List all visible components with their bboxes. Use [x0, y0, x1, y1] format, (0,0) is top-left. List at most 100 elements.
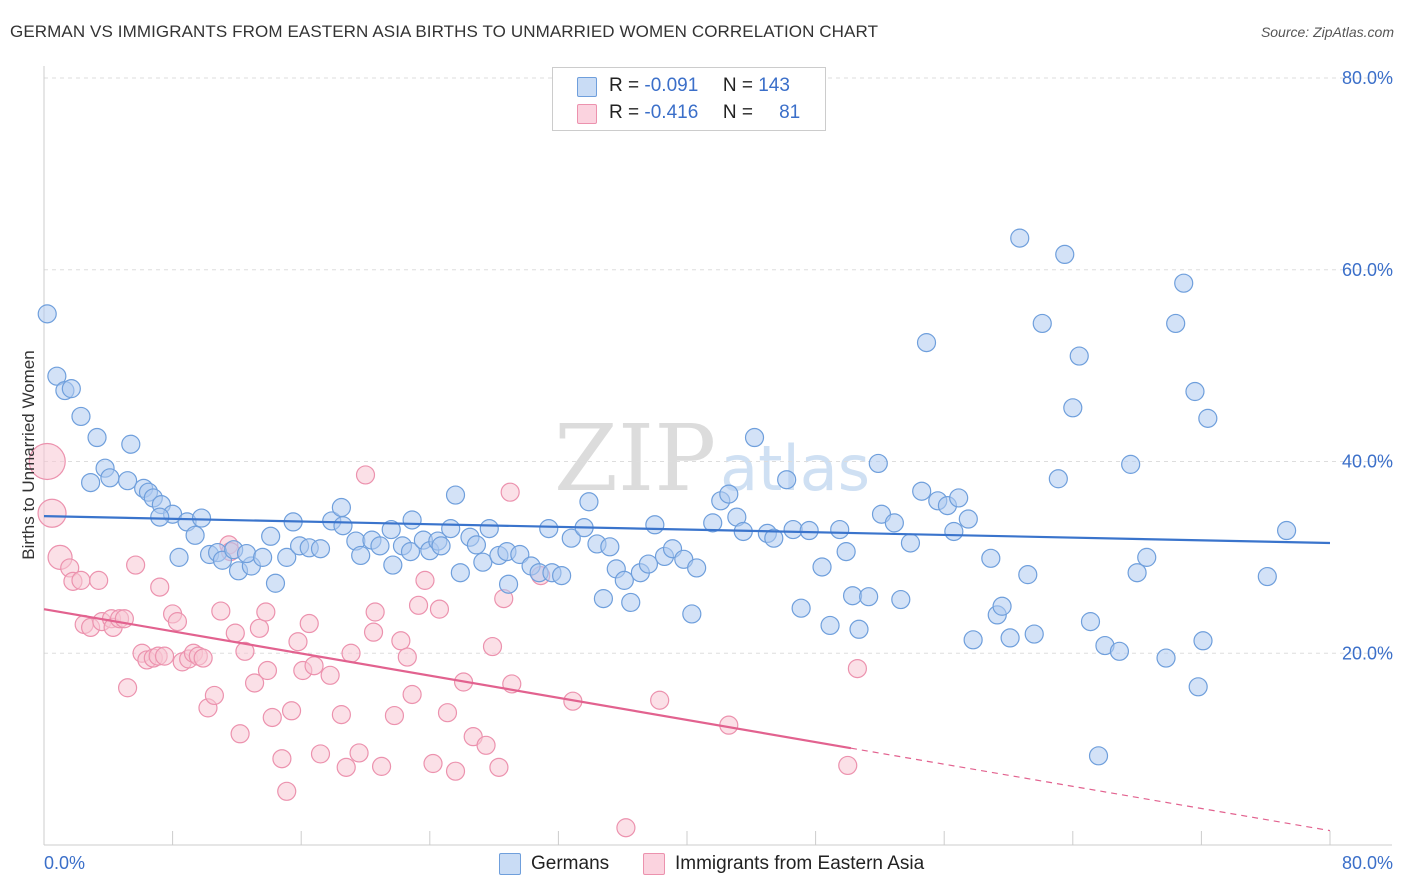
y-tick-label: 20.0% [1342, 643, 1393, 663]
germans-point [638, 554, 659, 574]
germans-point [916, 333, 937, 353]
germans-point [1000, 628, 1020, 648]
immigrants-point [650, 690, 670, 710]
germans-point [593, 589, 614, 609]
germans-point [100, 468, 120, 488]
immigrants-point [355, 465, 376, 485]
immigrants-n-value: 81 [779, 102, 801, 123]
immigrants-point [304, 656, 324, 676]
germans-point [1193, 631, 1213, 651]
germans-point [169, 547, 189, 567]
germans-point [431, 536, 451, 556]
y-axis-label: Births to Unmarried Women [19, 350, 38, 560]
r-label: R = [609, 102, 640, 123]
immigrants-point [408, 595, 429, 615]
germans-point [682, 604, 702, 624]
germans-point [473, 552, 493, 572]
germans-point [912, 481, 932, 501]
germans-point [185, 525, 205, 545]
immigrants-point [193, 648, 213, 668]
germans-point [842, 586, 863, 606]
germans-point [1127, 563, 1147, 583]
germans-point [799, 520, 819, 541]
chart-title: GERMAN VS IMMIGRANTS FROM EASTERN ASIA B… [10, 22, 879, 41]
germans-point [331, 497, 351, 518]
immigrants-point [71, 570, 91, 590]
germans-point [498, 574, 519, 594]
immigrants-point [397, 647, 417, 667]
germans-point [614, 570, 634, 590]
germans-n-value: 143 [758, 75, 790, 96]
immigrants-point [262, 707, 282, 728]
germans-point [1080, 612, 1101, 632]
immigrants-point [363, 622, 384, 642]
immigrants-point [391, 631, 411, 651]
watermark: ZIPatlas [554, 405, 870, 512]
germans-point [1188, 677, 1208, 697]
immigrants-point [429, 599, 450, 619]
n-label: N = [722, 102, 753, 123]
germans-point [1121, 454, 1141, 474]
germans-point [703, 513, 723, 533]
immigrants-point [288, 632, 308, 652]
x-tick-label: 0.0% [44, 853, 85, 873]
immigrants-point [230, 724, 250, 744]
immigrants-point [37, 498, 67, 528]
germans-point [253, 547, 273, 567]
immigrants-point [204, 685, 224, 706]
germans-point [277, 547, 297, 567]
germans-point [561, 528, 581, 548]
germans-point [1166, 313, 1186, 334]
immigrants-point [616, 818, 636, 838]
germans-r-value: -0.091 [644, 75, 699, 96]
immigrants-point [277, 781, 297, 801]
germans-point [236, 543, 257, 564]
immigrants-point [167, 612, 188, 632]
immigrants-trend-line [43, 608, 852, 750]
germans-point [117, 471, 138, 491]
germans-point [71, 406, 91, 427]
immigrants-point [336, 757, 356, 777]
immigrants-point [249, 618, 270, 638]
tick-labels: 20.0% 40.0% 60.0% 80.0% 0.0% 80.0% [44, 68, 1393, 873]
germans-point [1156, 648, 1176, 668]
immigrants-point [365, 602, 385, 622]
immigrants-point [126, 555, 146, 575]
germans-point [687, 558, 707, 578]
germans-point [1010, 228, 1030, 248]
immigrants-point [331, 705, 351, 725]
germans-point [1198, 408, 1218, 428]
immigrants-point [225, 623, 245, 643]
germans-point [539, 519, 559, 539]
immigrants-legend-label: Immigrants from Eastern Asia [675, 853, 925, 874]
immigrants-point [437, 703, 458, 723]
x-tick-label: 80.0% [1342, 853, 1393, 873]
germans-point [719, 484, 739, 504]
germans-point [510, 544, 530, 565]
germans-point [47, 366, 67, 386]
germans-point [900, 533, 921, 553]
germans-trend-line [43, 515, 1331, 545]
immigrants-point [423, 753, 443, 774]
germans-legend-label: Germans [531, 853, 610, 874]
germans-swatch [577, 77, 597, 97]
germans-point [981, 548, 1001, 568]
germans-point [445, 485, 466, 505]
germans-point [884, 513, 904, 533]
germans-point [579, 492, 599, 512]
stats-legend: R = -0.091 N = 143 R = -0.416 N = 81 [552, 67, 826, 131]
germans-point [645, 515, 665, 535]
germans-point [783, 519, 803, 540]
germans-point [81, 472, 101, 493]
immigrants-point [28, 442, 66, 481]
germans-point [600, 537, 620, 557]
germans-series-points [37, 228, 1297, 766]
germans-point [61, 379, 81, 399]
immigrants-point [281, 701, 302, 721]
germans-point [1257, 566, 1277, 587]
germans-legend-swatch [499, 853, 521, 875]
immigrants-point [211, 601, 231, 621]
germans-point [402, 510, 422, 530]
n-label: N = [722, 75, 753, 96]
germans-point [891, 589, 911, 610]
